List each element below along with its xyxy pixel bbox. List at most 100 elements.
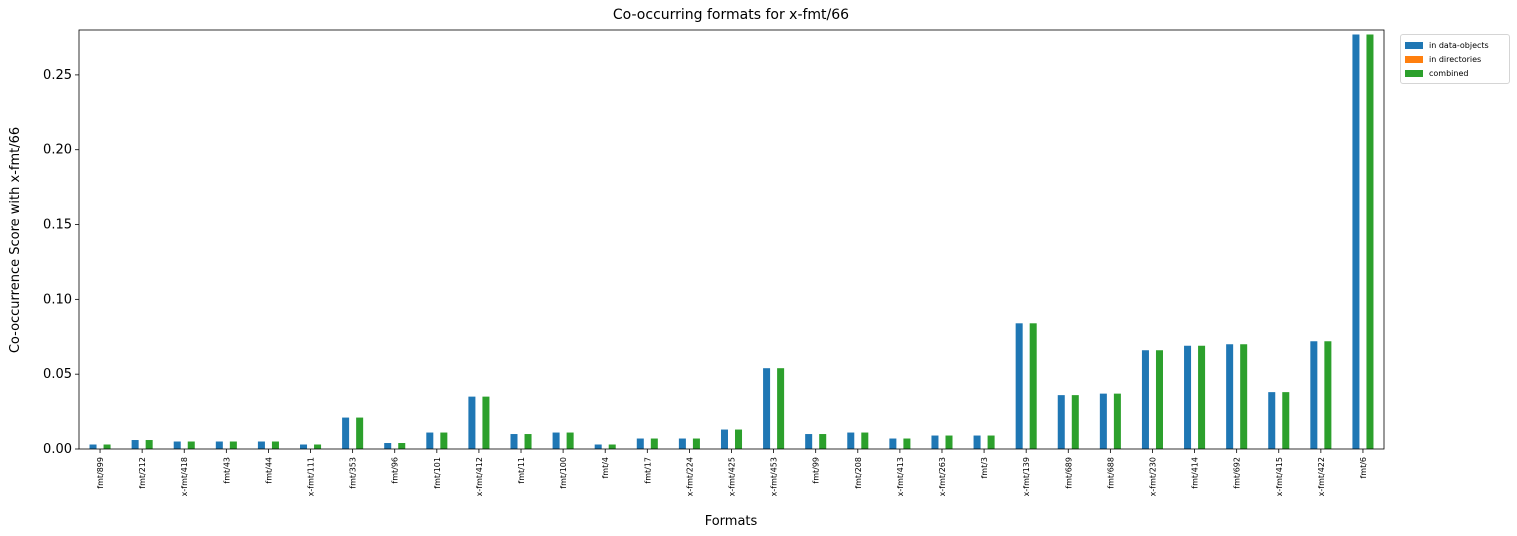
bar-combined-x-fmt/263: [945, 435, 953, 449]
x-tick-label: fmt/3: [980, 457, 989, 479]
y-tick-label: 0.20: [43, 143, 72, 158]
bar-in-data-objects-fmt/101: [426, 432, 434, 449]
x-tick-label: fmt/101: [433, 457, 442, 489]
y-axis-label: Co-occurrence Score with x-fmt/66: [8, 127, 23, 353]
x-tick-label: fmt/11: [517, 457, 526, 484]
bar-in-data-objects-fmt/43: [215, 441, 223, 449]
x-tick-label: x-fmt/139: [1022, 457, 1031, 496]
bar-in-data-objects-x-fmt/413: [889, 438, 897, 449]
legend-swatch: [1405, 41, 1423, 49]
y-tick-label: 0.15: [43, 218, 72, 233]
bar-in-data-objects-fmt/689: [1057, 395, 1065, 449]
chart-title: Co-occurring formats for x-fmt/66: [613, 7, 849, 23]
bar-in-data-objects-fmt/688: [1099, 393, 1107, 449]
legend-label: in directories: [1429, 54, 1482, 64]
bar-combined-x-fmt/224: [692, 438, 700, 449]
y-tick-label: 0.00: [43, 442, 72, 457]
bar-combined-fmt/44: [271, 441, 279, 449]
x-tick-label: fmt/6: [1359, 457, 1368, 479]
bars-layer: [89, 34, 1374, 449]
bar-combined-fmt/101: [440, 432, 448, 449]
bar-in-data-objects-fmt/3: [973, 435, 981, 449]
bar-combined-fmt/208: [861, 432, 869, 449]
bar-combined-fmt/3: [987, 435, 995, 449]
bar-combined-fmt/11: [524, 434, 532, 449]
bar-combined-fmt/17: [650, 438, 658, 449]
bar-in-data-objects-fmt/212: [131, 440, 139, 449]
x-tick-label: fmt/100: [559, 457, 568, 489]
x-axis: fmt/899 fmt/212 x-fmt/418 fmt/43 fmt/44 x-fmt…: [96, 449, 1368, 496]
bar-combined-x-fmt/415: [1282, 392, 1290, 449]
legend-swatch: [1405, 55, 1423, 63]
bar-combined-x-fmt/412: [482, 396, 490, 449]
x-tick-label: x-fmt/422: [1317, 457, 1326, 496]
x-tick-label: x-fmt/111: [307, 457, 316, 496]
x-axis-label: Formats: [705, 514, 758, 529]
x-tick-label: fmt/99: [812, 457, 821, 484]
legend-item-combined: combined: [1405, 66, 1505, 80]
y-axis: 0.00 0.05 0.10 0.15 0.20 0.25: [43, 68, 79, 457]
bar-in-data-objects-fmt/17: [636, 438, 644, 449]
bar-combined-fmt/96: [398, 443, 406, 449]
x-tick-label: x-fmt/412: [475, 457, 484, 496]
legend-label: in data-objects: [1429, 40, 1489, 50]
bar-combined-fmt/899: [103, 444, 111, 449]
x-tick-label: fmt/43: [222, 457, 231, 484]
x-tick-label: x-fmt/413: [896, 457, 905, 496]
plot-frame: [78, 29, 1385, 450]
x-tick-label: fmt/17: [643, 457, 652, 484]
bar-combined-x-fmt/453: [777, 368, 785, 449]
x-tick-label: x-fmt/418: [180, 457, 189, 496]
bar-combined-fmt/43: [229, 441, 237, 449]
x-tick-label: fmt/689: [1064, 457, 1073, 489]
x-tick-label: x-fmt/453: [770, 457, 779, 496]
x-tick-label: fmt/4: [601, 457, 610, 479]
x-tick-label: fmt/688: [1106, 457, 1115, 489]
x-tick-label: fmt/208: [854, 457, 863, 489]
y-tick-label: 0.10: [43, 292, 72, 307]
bar-combined-fmt/692: [1240, 344, 1248, 449]
bar-combined-fmt/689: [1071, 395, 1079, 449]
bar-in-data-objects-fmt/353: [342, 417, 350, 449]
bar-in-data-objects-x-fmt/139: [1015, 323, 1023, 449]
bar-in-data-objects-fmt/899: [89, 444, 97, 449]
bar-in-data-objects-fmt/4: [594, 444, 602, 449]
bar-combined-fmt/688: [1113, 393, 1121, 449]
bar-combined-fmt/99: [819, 434, 827, 449]
bar-combined-fmt/414: [1198, 345, 1206, 449]
x-tick-label: x-fmt/425: [728, 457, 737, 496]
bar-combined-x-fmt/230: [1155, 350, 1163, 449]
bar-combined-fmt/100: [566, 432, 574, 449]
legend-item-directories: in directories: [1405, 52, 1505, 66]
bar-in-data-objects-x-fmt/415: [1268, 392, 1276, 449]
x-tick-label: fmt/212: [138, 457, 147, 489]
bar-combined-x-fmt/111: [314, 444, 322, 449]
bar-in-data-objects-x-fmt/453: [763, 368, 771, 449]
bar-in-data-objects-fmt/6: [1352, 34, 1360, 449]
y-tick-label: 0.25: [43, 68, 72, 83]
x-tick-label: x-fmt/224: [685, 457, 694, 496]
bar-in-data-objects-x-fmt/230: [1141, 350, 1149, 449]
bar-combined-x-fmt/418: [187, 441, 195, 449]
bar-in-data-objects-x-fmt/422: [1310, 341, 1318, 449]
x-tick-label: fmt/44: [264, 457, 273, 484]
y-tick-label: 0.05: [43, 367, 72, 382]
x-tick-label: x-fmt/230: [1148, 457, 1157, 496]
bar-combined-fmt/353: [356, 417, 364, 449]
bar-in-data-objects-x-fmt/111: [300, 444, 308, 449]
bar-in-data-objects-x-fmt/418: [173, 441, 181, 449]
bar-in-data-objects-fmt/99: [805, 434, 813, 449]
x-tick-label: fmt/899: [96, 457, 105, 489]
bar-in-data-objects-fmt/11: [510, 434, 518, 449]
x-tick-label: fmt/353: [349, 457, 358, 489]
bar-in-data-objects-x-fmt/425: [720, 429, 728, 449]
legend-label: combined: [1429, 68, 1469, 78]
legend-item-data-objects: in data-objects: [1405, 38, 1505, 52]
x-tick-label: fmt/96: [391, 457, 400, 484]
bar-in-data-objects-x-fmt/412: [468, 396, 476, 449]
bar-combined-x-fmt/413: [903, 438, 911, 449]
bar-in-data-objects-fmt/44: [257, 441, 265, 449]
bar-combined-x-fmt/425: [735, 429, 743, 449]
bar-combined-fmt/6: [1366, 34, 1374, 449]
